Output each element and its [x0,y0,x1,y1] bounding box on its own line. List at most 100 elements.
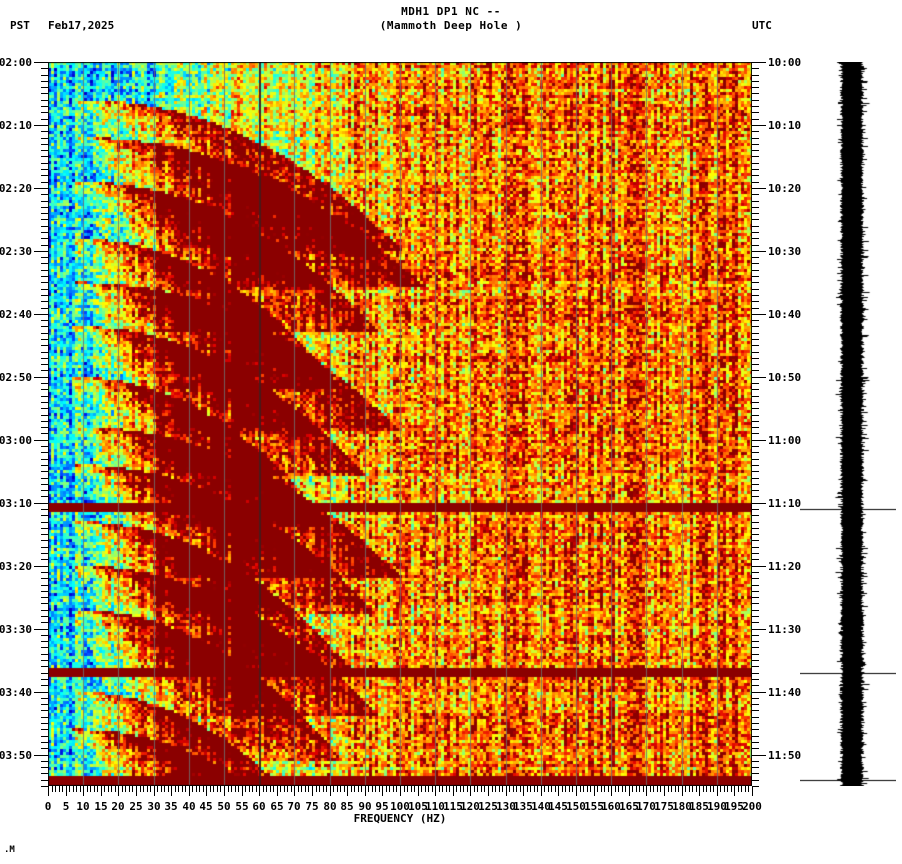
axis-major-tick [34,125,48,126]
axis-minor-tick [41,679,48,680]
axis-major-tick [418,786,419,796]
axis-minor-tick [41,169,48,170]
axis-minor-tick [41,81,48,82]
axis-major-tick [154,786,155,796]
axis-minor-tick [41,326,48,327]
axis-minor-tick [449,786,450,792]
axis-minor-tick [389,786,390,792]
axis-minor-tick [41,138,48,139]
axis-minor-tick [752,540,759,541]
axis-minor-tick [752,106,759,107]
axis-minor-tick [741,786,742,792]
axis-minor-tick [752,213,759,214]
axis-minor-tick [548,786,549,792]
axis-minor-tick [41,641,48,642]
axis-minor-tick [685,786,686,792]
time-tick-label: 03:50 [0,749,32,762]
axis-major-tick [488,786,489,796]
axis-minor-tick [421,786,422,792]
axis-minor-tick [245,786,246,792]
axis-minor-tick [94,786,95,792]
frequency-tick-label: 55 [235,800,249,813]
axis-minor-tick [752,780,759,781]
axis-minor-tick [752,679,759,680]
axis-minor-tick [41,780,48,781]
axis-minor-tick [752,509,759,510]
axis-minor-tick [150,786,151,792]
spectrogram-canvas[interactable] [48,62,752,786]
axis-minor-tick [41,559,48,560]
axis-minor-tick [41,213,48,214]
axis-minor-tick [467,786,468,792]
axis-minor-tick [752,93,759,94]
axis-major-tick [752,62,766,63]
axis-minor-tick [41,427,48,428]
axis-minor-tick [344,786,345,792]
axis-minor-tick [41,610,48,611]
axis-minor-tick [752,333,759,334]
axis-major-tick [136,786,137,796]
axis-minor-tick [752,647,759,648]
axis-minor-tick [340,786,341,792]
axis-major-tick [34,251,48,252]
axis-minor-tick [41,572,48,573]
axis-major-tick [506,786,507,796]
axis-minor-tick [752,219,759,220]
axis-major-tick [294,786,295,796]
axis-major-tick [224,786,225,796]
axis-minor-tick [213,786,214,792]
axis-minor-tick [752,553,759,554]
axis-minor-tick [354,786,355,792]
spectrogram-plot[interactable] [48,62,752,786]
time-tick-label: 02:20 [0,182,32,195]
axis-minor-tick [291,786,292,792]
axis-minor-tick [752,534,759,535]
axis-major-tick [752,755,766,756]
axis-major-tick [242,786,243,796]
axis-minor-tick [463,786,464,792]
time-tick-label: 10:30 [768,245,802,258]
axis-minor-tick [752,282,759,283]
axis-minor-tick [41,100,48,101]
axis-minor-tick [492,786,493,792]
axis-minor-tick [752,723,759,724]
axis-minor-tick [41,786,48,787]
axis-major-tick [752,629,766,630]
axis-minor-tick [404,786,405,792]
axis-minor-tick [752,352,759,353]
axis-minor-tick [752,232,759,233]
axis-minor-tick [752,175,759,176]
axis-minor-tick [710,786,711,792]
frequency-tick-label: 30 [147,800,161,813]
axis-minor-tick [41,402,48,403]
date-label: Feb17,2025 [48,19,115,32]
axis-major-tick [34,188,48,189]
axis-minor-tick [41,245,48,246]
axis-minor-tick [752,729,759,730]
axis-major-tick [101,786,102,796]
axis-minor-tick [41,182,48,183]
axis-major-tick [558,786,559,796]
axis-minor-tick [752,742,759,743]
axis-minor-tick [752,289,759,290]
axis-minor-tick [41,339,48,340]
time-tick-label: 10:40 [768,308,802,321]
axis-minor-tick [256,786,257,792]
axis-minor-tick [752,528,759,529]
axis-minor-tick [104,786,105,792]
axis-minor-tick [41,547,48,548]
time-tick-label: 03:10 [0,497,32,510]
axis-minor-tick [41,257,48,258]
axis-minor-tick [752,169,759,170]
axis-minor-tick [752,421,759,422]
axis-minor-tick [752,308,759,309]
frequency-tick-label: 5 [62,800,70,813]
station-title: MDH1 DP1 NC -- [401,5,501,18]
frequency-tick-label: 115 [443,800,463,813]
axis-minor-tick [273,786,274,792]
axis-minor-tick [752,635,759,636]
axis-minor-tick [428,786,429,792]
axis-minor-tick [752,396,759,397]
axis-minor-tick [41,415,48,416]
axis-minor-tick [270,786,271,792]
